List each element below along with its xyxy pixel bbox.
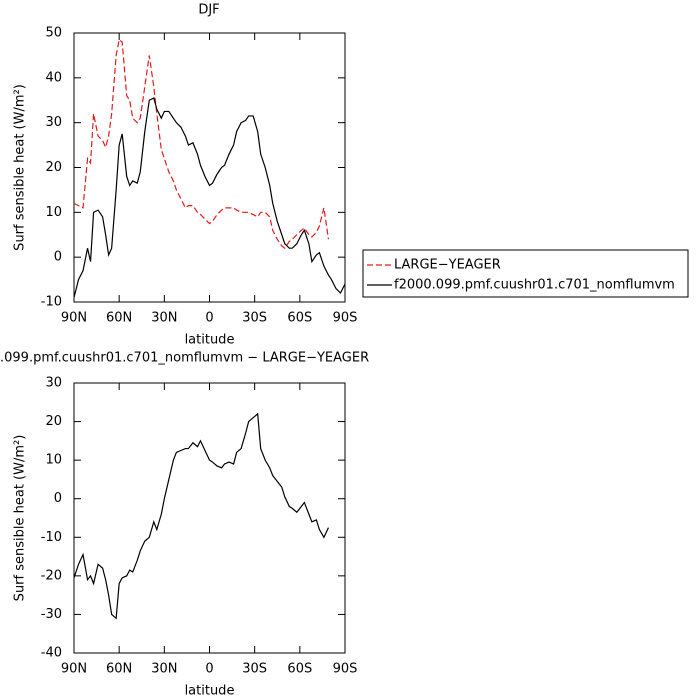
- series-line: [73, 97, 346, 298]
- y-tick-label: 0: [54, 250, 62, 265]
- x-tick-label: 90S: [333, 662, 358, 677]
- x-tick-label: 30S: [242, 662, 267, 677]
- series-line: [73, 38, 330, 250]
- x-tick-label: 0: [205, 662, 213, 677]
- x-tick-label: 90N: [61, 311, 87, 326]
- y-axis-label: Surf sensible heat (W/m²): [13, 435, 28, 602]
- y-tick-label: 30: [45, 115, 62, 130]
- x-tick-label: 60N: [106, 311, 132, 326]
- x-axis-label: latitude: [185, 684, 235, 699]
- y-tick-label: 50: [45, 26, 62, 41]
- y-tick-label: 40: [45, 70, 62, 85]
- chart-title: DJF: [198, 3, 219, 18]
- y-tick-label: -10: [41, 295, 62, 310]
- y-tick-label: 30: [45, 376, 62, 391]
- x-tick-label: 30N: [151, 662, 177, 677]
- y-tick-label: -10: [41, 530, 62, 545]
- y-tick-label: -20: [41, 568, 62, 583]
- x-axis-label: latitude: [185, 333, 235, 348]
- x-tick-label: 30N: [151, 311, 177, 326]
- legend-label: LARGE−YEAGER: [394, 258, 501, 273]
- x-tick-label: 0: [205, 311, 213, 326]
- x-tick-label: 30S: [242, 311, 267, 326]
- y-tick-label: 0: [54, 491, 62, 506]
- y-tick-label: 10: [45, 205, 62, 220]
- x-tick-label: 60S: [287, 662, 312, 677]
- plot-frame: [73, 382, 346, 654]
- chart-title: .099.pmf.cuushr01.c701_nomflumvm − LARGE…: [0, 351, 369, 366]
- series-line: [73, 412, 329, 620]
- x-tick-label: 60N: [106, 662, 132, 677]
- legend-label: f2000.099.pmf.cuushr01.c701_nomflumvm: [394, 278, 675, 293]
- y-tick-label: 20: [45, 414, 62, 429]
- legend-box: [362, 249, 689, 298]
- y-tick-label: -30: [41, 607, 62, 622]
- x-tick-label: 90S: [333, 311, 358, 326]
- x-tick-label: 90N: [61, 662, 87, 677]
- x-tick-label: 60S: [287, 311, 312, 326]
- y-axis-label: Surf sensible heat (W/m²): [13, 84, 28, 251]
- y-tick-label: -40: [41, 646, 62, 661]
- y-tick-label: 20: [45, 160, 62, 175]
- y-tick-label: 10: [45, 453, 62, 468]
